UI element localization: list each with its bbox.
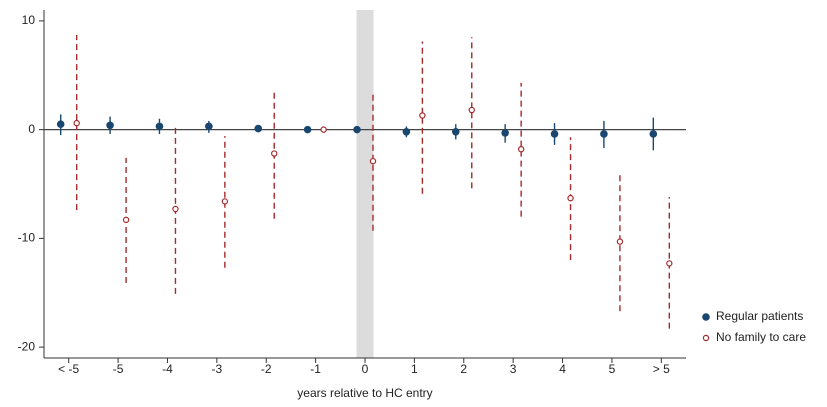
x-tick-label: 0 [362, 362, 369, 376]
x-tick-label: 4 [559, 362, 566, 376]
x-tick-label: -3 [212, 362, 223, 376]
point [666, 260, 673, 267]
point [550, 130, 559, 138]
x-tick-label: -1 [310, 362, 321, 376]
legend-label: No family to care [716, 330, 806, 344]
point [451, 128, 460, 136]
point [320, 126, 327, 133]
x-tick-label: -5 [113, 362, 124, 376]
point [205, 122, 213, 131]
legend-marker [702, 334, 710, 342]
point [172, 205, 179, 213]
point [600, 130, 608, 138]
point [567, 194, 574, 202]
x-tick-label: 3 [510, 362, 517, 376]
point [402, 128, 411, 136]
x-tick-label: 5 [609, 362, 616, 376]
point [369, 157, 377, 165]
point [271, 150, 278, 157]
y-tick-label: 0 [28, 122, 35, 136]
point [517, 145, 525, 153]
legend-label: Regular patients [716, 309, 803, 323]
point [303, 125, 312, 134]
point [155, 122, 164, 131]
point [122, 216, 130, 224]
x-tick-label: -2 [261, 362, 272, 376]
point [353, 125, 361, 134]
y-tick-label: 10 [22, 13, 36, 27]
x-tick-label: < -5 [58, 362, 79, 376]
point [468, 106, 475, 114]
point [56, 120, 65, 128]
reference-shade [356, 10, 374, 358]
x-tick-label: -4 [162, 362, 173, 376]
point [73, 119, 80, 127]
y-tick-label: -10 [18, 231, 36, 245]
point [221, 198, 229, 205]
x-axis-label: years relative to HC entry [297, 386, 432, 400]
point [616, 238, 624, 245]
point [649, 130, 658, 138]
point [254, 124, 263, 133]
point [501, 129, 509, 137]
y-tick-label: -20 [18, 339, 36, 353]
legend-marker [702, 313, 710, 321]
point [106, 121, 114, 130]
point [419, 112, 426, 119]
x-tick-label: 2 [460, 362, 467, 376]
x-tick-label: 1 [411, 362, 418, 376]
x-tick-label: > 5 [653, 362, 670, 376]
